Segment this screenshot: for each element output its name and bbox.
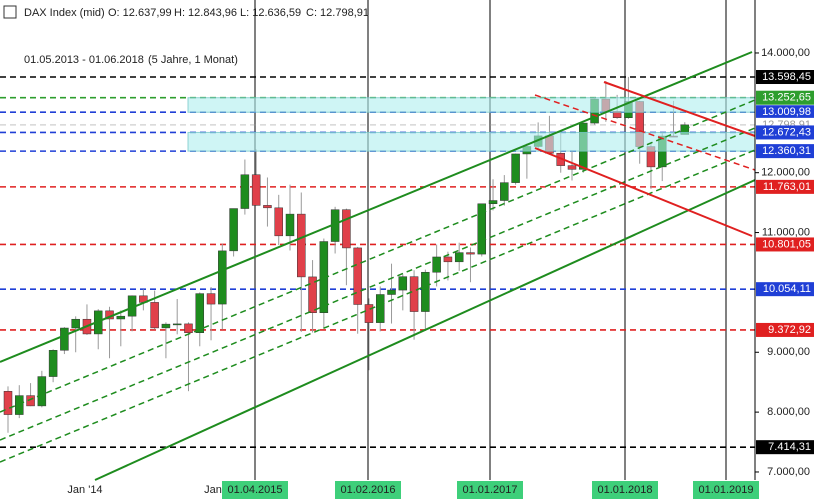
level-label: 10.054,11 <box>763 283 811 295</box>
level-label: 13.598,45 <box>762 71 811 83</box>
candle-body <box>48 350 58 377</box>
level-label: 13.252,65 <box>762 92 811 104</box>
candle-body <box>240 174 250 209</box>
candle-body <box>15 395 24 415</box>
level-tag <box>756 105 814 120</box>
candle-body <box>195 293 205 333</box>
level-tag <box>756 144 814 159</box>
candle-body <box>251 174 261 206</box>
level-tag <box>756 282 814 297</box>
date-label: 01.02.2016 <box>340 484 395 496</box>
candle-body <box>263 205 272 209</box>
y-tick-label: 9.000,00 <box>767 346 810 358</box>
ohlc: H: 12.843,96 <box>174 7 237 19</box>
y-tick-label: 8.000,00 <box>767 406 810 418</box>
channel-mid <box>0 127 756 441</box>
candle-body <box>342 209 351 249</box>
candle-body <box>71 318 80 329</box>
level-label: 7.414,31 <box>768 441 811 453</box>
instrument: DAX Index (mid) <box>24 7 105 19</box>
date-label: 01.01.2017 <box>462 484 517 496</box>
candle-body <box>364 304 374 323</box>
y-tick-label: 12.000,00 <box>761 167 810 179</box>
candle-body <box>37 376 47 407</box>
y-tick-label: 11.000,00 <box>762 226 810 238</box>
candle-body <box>477 203 487 255</box>
red-channel <box>534 147 753 237</box>
date-label: 01.01.2019 <box>698 484 753 496</box>
y-tick-label: 7.000,00 <box>767 466 810 478</box>
candle-body <box>353 247 362 305</box>
date-range: 01.05.2013 - 01.06.2018 <box>24 54 144 66</box>
candle-body <box>500 182 509 201</box>
header: DAX Index (mid) O: 12.637,99 H: 12.843,9… <box>3 5 369 66</box>
period: (5 Jahre, 1 Monat) <box>148 54 238 66</box>
candle-body <box>567 165 577 170</box>
level-tag <box>756 125 814 140</box>
date-tag <box>592 481 658 499</box>
candle-body <box>285 213 295 237</box>
level-tag <box>756 440 814 455</box>
candle-body <box>409 276 419 312</box>
ohlc: L: 12.636,59 <box>240 7 301 19</box>
level-label: 13.009,98 <box>762 106 811 118</box>
level-label: 9.372,92 <box>768 324 811 336</box>
channel-upper <box>0 51 753 363</box>
level-tag <box>756 179 814 194</box>
channel-lower <box>94 179 756 481</box>
candle-body <box>398 276 408 291</box>
level-label: 10.801,05 <box>762 238 811 250</box>
candle-body <box>161 323 171 329</box>
ohlc: O: 12.637,99 <box>108 7 172 19</box>
channel-mid <box>0 149 756 463</box>
candle-body <box>116 315 126 320</box>
candle-body <box>421 271 430 312</box>
candle-body <box>432 256 441 273</box>
candle-body <box>229 208 238 252</box>
candle-body <box>3 391 13 415</box>
candle-body <box>466 252 475 255</box>
date-tag <box>335 481 401 499</box>
candle-body <box>26 395 35 407</box>
x-tick-label: Jan <box>204 484 222 496</box>
level-label: 11.763,01 <box>763 181 811 193</box>
level-label: 12.672,43 <box>762 126 811 138</box>
x-tick-label: Jan '14 <box>67 484 102 496</box>
date-label: 01.01.2018 <box>597 484 652 496</box>
candle-body <box>206 293 216 305</box>
level-tag <box>756 237 814 252</box>
level-tag <box>756 70 814 85</box>
level-tag <box>756 90 814 105</box>
date-tag <box>222 481 288 499</box>
candle-body <box>297 213 306 278</box>
red-channel <box>603 81 756 137</box>
level-tag <box>756 322 814 337</box>
candle-body <box>454 252 464 263</box>
candle-body <box>60 327 69 351</box>
candle-body <box>184 323 193 333</box>
date-tag <box>457 481 523 499</box>
level-label: 12.360,31 <box>762 145 811 157</box>
candle-body <box>488 200 498 205</box>
trend-drawings <box>0 51 756 481</box>
candle-body <box>218 250 227 305</box>
candle-body <box>443 256 453 263</box>
candle-body <box>172 323 182 326</box>
date-label: 01.04.2015 <box>227 484 282 496</box>
red-channel-mid <box>534 94 756 171</box>
candle-body <box>511 153 520 183</box>
date-tag <box>693 481 759 499</box>
icon <box>3 5 17 19</box>
candle-body <box>308 276 317 314</box>
candle-body <box>274 207 283 237</box>
candle-body <box>375 294 385 323</box>
candle-body <box>387 289 396 295</box>
y-tick-label: 14.000,00 <box>761 47 810 59</box>
ohlc: C: 12.798,91 <box>306 7 369 19</box>
candle-body <box>150 302 159 329</box>
channel-mid <box>0 99 756 413</box>
